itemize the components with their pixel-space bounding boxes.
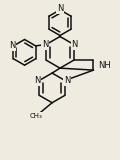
Text: N: N [64, 76, 70, 85]
Text: N: N [34, 76, 40, 85]
Text: N: N [72, 40, 78, 49]
Text: N: N [42, 40, 48, 49]
Text: CH₃: CH₃ [30, 113, 43, 119]
Text: NH: NH [98, 61, 111, 70]
Text: N: N [9, 41, 16, 50]
Text: N: N [57, 4, 63, 13]
